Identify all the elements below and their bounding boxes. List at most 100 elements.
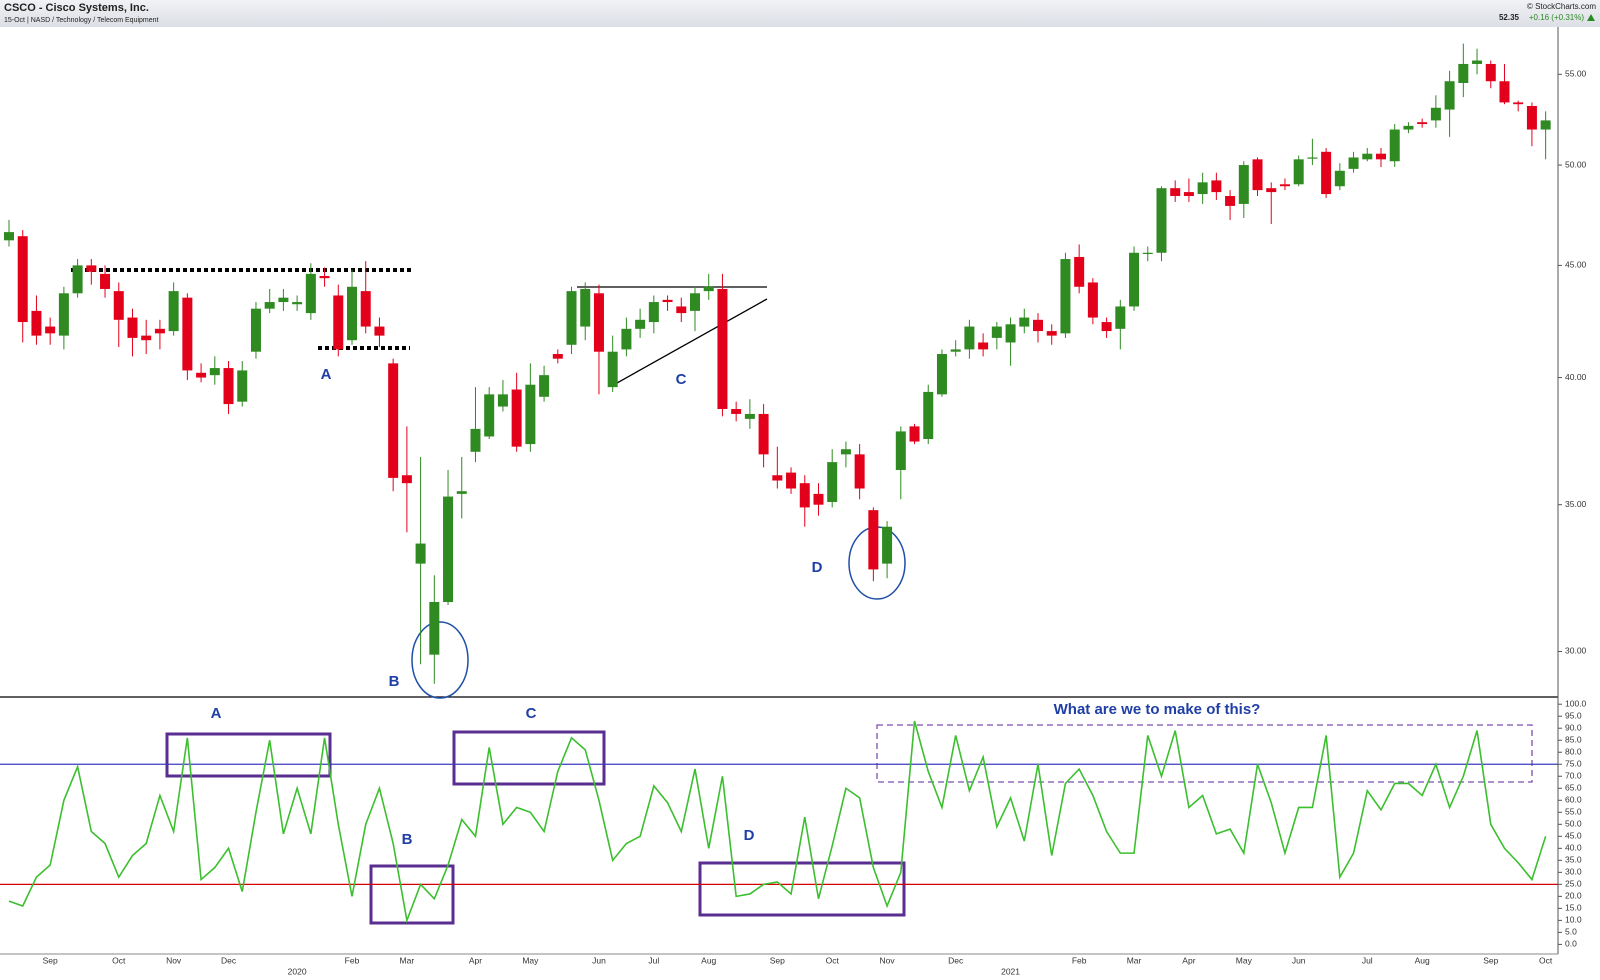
y-tick-label: 15.0 bbox=[1565, 903, 1582, 913]
x-tick-label: Feb bbox=[345, 955, 360, 965]
candle-body bbox=[813, 493, 824, 505]
x-tick-label: Sep bbox=[1483, 955, 1498, 965]
candle-body bbox=[388, 363, 399, 478]
annotation: B bbox=[402, 831, 413, 848]
candle-body bbox=[1472, 60, 1483, 64]
candle-body bbox=[964, 326, 975, 350]
y-tick-label: 45.0 bbox=[1565, 831, 1582, 841]
x-tick-label: Jun bbox=[592, 955, 606, 965]
candle-body bbox=[86, 265, 97, 272]
candle-body bbox=[1266, 188, 1277, 193]
price-change: +0.16 (+0.31%) bbox=[1529, 13, 1584, 22]
x-tick-label: Aug bbox=[701, 955, 716, 965]
candle-body bbox=[333, 295, 344, 350]
y-tick-label: 35.0 bbox=[1565, 855, 1582, 865]
x-tick-label: Feb bbox=[1072, 955, 1087, 965]
candle-body bbox=[648, 302, 659, 323]
candle-body bbox=[1485, 63, 1496, 82]
y-tick-label: 90.0 bbox=[1565, 722, 1582, 732]
year-label: 2021 bbox=[1001, 966, 1020, 976]
candle-body bbox=[1129, 252, 1140, 307]
candle-body bbox=[1430, 107, 1441, 121]
x-tick-label: Sep bbox=[770, 955, 785, 965]
candle-body bbox=[1115, 306, 1126, 329]
annotation: C bbox=[676, 371, 687, 388]
candle-body bbox=[744, 413, 755, 419]
candle-body bbox=[854, 454, 865, 489]
candle-body bbox=[566, 291, 577, 345]
candle-body bbox=[319, 276, 330, 279]
candle-body bbox=[662, 299, 673, 303]
y-tick-label: 60.0 bbox=[1565, 795, 1582, 805]
candle-body bbox=[1060, 259, 1071, 334]
x-tick-label: Sep bbox=[43, 955, 58, 965]
candle-body bbox=[799, 483, 810, 508]
candle-body bbox=[882, 526, 893, 564]
candle-body bbox=[827, 462, 838, 502]
annotation-shapes bbox=[71, 268, 1533, 925]
candle-body bbox=[580, 288, 591, 327]
candle-body bbox=[1156, 188, 1167, 253]
candle-body bbox=[1540, 120, 1551, 130]
candle-body bbox=[182, 297, 193, 371]
candle-body bbox=[223, 368, 234, 405]
candle-body bbox=[703, 286, 714, 292]
x-tick-label: Apr bbox=[1182, 955, 1195, 965]
candle-body bbox=[690, 293, 700, 311]
candle-body bbox=[1197, 182, 1208, 195]
candle-body bbox=[484, 394, 495, 437]
y-tick-label: 85.0 bbox=[1565, 734, 1582, 744]
y-tick-label: 75.0 bbox=[1565, 759, 1582, 769]
y-tick-label: 35.00 bbox=[1565, 499, 1587, 509]
x-tick-label: Mar bbox=[400, 955, 415, 965]
candle-body bbox=[991, 326, 1002, 338]
subtitle: 15-Oct | NASD / Technology / Telecom Equ… bbox=[4, 17, 159, 24]
candle-body bbox=[456, 491, 467, 494]
candle-body bbox=[429, 602, 440, 655]
candle-body bbox=[1293, 159, 1304, 185]
x-tick-label: Jun bbox=[1292, 955, 1306, 965]
x-tick-label: Oct bbox=[826, 955, 840, 965]
candle-body bbox=[196, 372, 207, 378]
triangle-bottom bbox=[616, 298, 768, 384]
box-b bbox=[369, 864, 455, 925]
x-tick-label: Jul bbox=[648, 955, 659, 965]
candle-body bbox=[923, 391, 934, 439]
candle-body bbox=[31, 310, 42, 336]
source: © StockCharts.com bbox=[1527, 2, 1596, 11]
y-tick-label: 45.00 bbox=[1565, 260, 1587, 270]
box-question bbox=[876, 724, 1533, 783]
x-tick-label: Oct bbox=[112, 955, 126, 965]
x-tick-label: Apr bbox=[469, 955, 482, 965]
y-tick-label: 50.0 bbox=[1565, 819, 1582, 829]
y-tick-label: 40.0 bbox=[1565, 843, 1582, 853]
candle-body bbox=[525, 384, 536, 445]
candle-body bbox=[1417, 122, 1428, 125]
annotation: A bbox=[211, 705, 222, 722]
candle-body bbox=[552, 354, 563, 359]
candle-body bbox=[1142, 252, 1153, 254]
candle-body bbox=[1170, 188, 1181, 197]
annotation: C bbox=[526, 705, 537, 722]
candle-body bbox=[360, 291, 371, 327]
candle-body bbox=[1074, 256, 1085, 287]
candle-body bbox=[786, 472, 797, 489]
box-a bbox=[165, 732, 332, 778]
x-tick-label: May bbox=[522, 955, 539, 965]
x-tick-label: Aug bbox=[1415, 955, 1430, 965]
candle-body bbox=[264, 302, 275, 309]
candle-body bbox=[4, 232, 14, 241]
candle-body bbox=[127, 317, 138, 338]
header-bar bbox=[0, 0, 1600, 27]
candle-body bbox=[168, 291, 179, 332]
x-tick-label: Jul bbox=[1362, 955, 1373, 965]
y-tick-label: 100.0 bbox=[1565, 698, 1587, 708]
candle-body bbox=[1183, 192, 1194, 197]
candle-body bbox=[1211, 180, 1222, 193]
candle-body bbox=[1225, 196, 1236, 206]
candle-body bbox=[1101, 322, 1112, 332]
candle-body bbox=[237, 370, 248, 402]
candle-body bbox=[113, 291, 124, 320]
candle-body bbox=[1444, 81, 1455, 110]
y-tick-label: 0.0 bbox=[1565, 939, 1577, 949]
